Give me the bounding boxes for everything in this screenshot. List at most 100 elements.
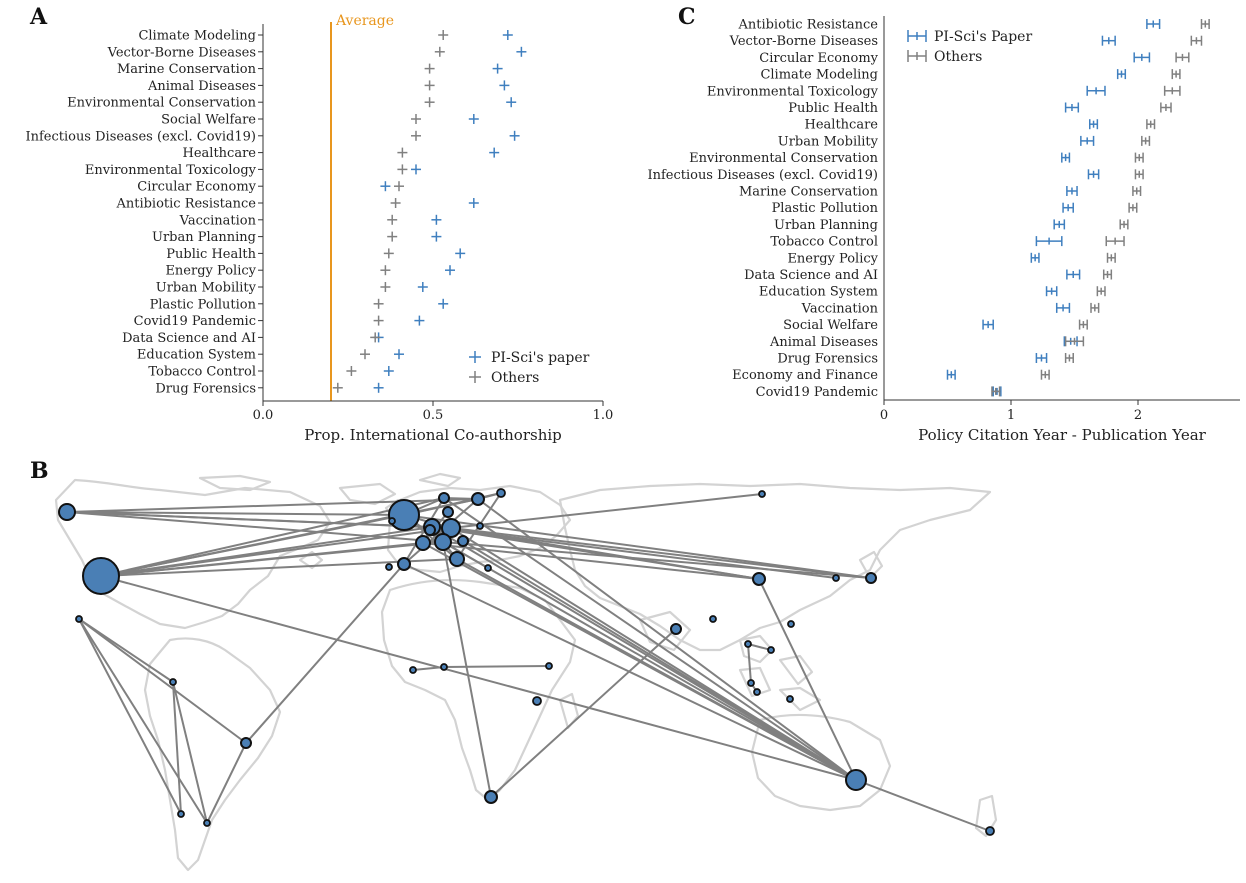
panel-a-legend: PI-Sci's paper Others: [469, 350, 590, 386]
panel-c-category-animal-diseases: Animal Diseases: [769, 335, 878, 350]
institution-node: [385, 563, 393, 571]
panel-a-marker-others-covid19-pandemic: [373, 315, 384, 326]
institution-node: [744, 640, 752, 648]
panel-a-category-energy-policy: Energy Policy: [165, 264, 256, 279]
panel-a-marker-others-urban-mobility: [380, 282, 391, 292]
panel-c-category-public-health: Public Health: [788, 101, 878, 116]
collaboration-nodes: [58, 488, 995, 836]
panel-c-errorbar-pisci-marine-conservation: [1066, 186, 1078, 196]
panel-a-marker-pisci-tobacco-control: [383, 366, 394, 376]
panel-a-marker-pisci-antibiotic-resistance: [468, 198, 479, 208]
panel-a-marker-pisci-healthcare: [489, 147, 500, 158]
panel-c-errorbar-pisci-vaccination: [1055, 302, 1071, 313]
panel-c-errorbar-others-antibiotic-resistance: [1200, 19, 1210, 29]
panel-a-marker-pisci-climate-modeling: [502, 30, 513, 40]
legend-marker-pisci: [469, 351, 481, 363]
collaboration-edge: [100, 527, 452, 577]
panel-a-marker-pisci-vector-borne-diseases: [516, 46, 527, 57]
panel-c-category-urban-mobility: Urban Mobility: [778, 134, 879, 149]
panel-c-errorbar-pisci-environmental-toxicology: [1086, 85, 1106, 96]
institution-node: [449, 551, 465, 567]
institution-node: [484, 564, 492, 572]
panel-a-marker-pisci-drug-forensics: [373, 382, 384, 393]
panel-a-marker-pisci-urban-planning: [431, 231, 442, 242]
panel-c-category-antibiotic-resistance: Antibiotic Resistance: [737, 18, 878, 33]
institution-node: [58, 503, 76, 521]
panel-c-xtick-label: 1: [1007, 408, 1015, 423]
panel-c-errorbar-others-animal-diseases: [1064, 336, 1085, 347]
institution-node: [786, 695, 794, 703]
panel-a-x-axis-title: Prop. International Co-authorship: [304, 426, 562, 444]
legend-label-pisci: PI-Sci's paper: [491, 350, 590, 366]
panel-a-marker-pisci-urban-mobility: [417, 282, 428, 292]
panel-c-errorbar-pisci-circular-economy: [1133, 52, 1151, 63]
panel-a-marker-others-plastic-pollution: [373, 298, 384, 309]
legend-marker-others: [469, 371, 481, 383]
collaboration-edge: [78, 618, 208, 824]
panel-c-errorbar-pisci-infectious-diseases-excl-covid19: [1087, 169, 1100, 180]
panel-a-marker-others-circular-economy: [394, 181, 404, 192]
panel-c-category-plastic-pollution: Plastic Pollution: [772, 201, 879, 216]
panel-c-category-drug-forensics: Drug Forensics: [777, 352, 878, 367]
collaboration-edge: [403, 498, 479, 565]
panel-c-category-tobacco-control: Tobacco Control: [770, 235, 878, 250]
institution-node: [753, 688, 761, 696]
collaboration-edge: [747, 643, 772, 651]
panel-a-marker-others-antibiotic-resistance: [390, 198, 401, 208]
panel-a-xtick-label: 0.0: [253, 408, 274, 423]
world-map-outline: [54, 472, 998, 872]
panel-c-errorbar-pisci-public-health: [1064, 102, 1080, 113]
panel-c-category-circular-economy: Circular Economy: [759, 51, 878, 66]
institution-node: [709, 615, 717, 623]
panel-a-category-covid19-pandemic: Covid19 Pandemic: [134, 314, 256, 329]
panel-a-marker-pisci-marine-conservation: [492, 63, 503, 74]
institution-node: [985, 826, 995, 836]
institution-node: [397, 557, 411, 571]
panel-c-errorbar-others-marine-conservation: [1132, 186, 1142, 196]
panel-c-errorbar-others-vector-borne-diseases: [1190, 35, 1203, 46]
panel-c-errorbar-pisci-education-system: [1045, 286, 1058, 297]
collaboration-edge: [442, 541, 492, 798]
panel-a-marker-others-energy-policy: [380, 265, 391, 276]
collaboration-edge: [758, 578, 857, 781]
panel-c-errorbar-pisci-economy-and-finance: [946, 369, 956, 380]
panel-a-marker-pisci-social-welfare: [468, 114, 479, 124]
panel-a-label: A: [29, 4, 48, 30]
panel-c-category-vaccination: Vaccination: [801, 301, 879, 316]
panel-c-category-urban-planning: Urban Planning: [774, 218, 878, 233]
collaboration-edge: [490, 628, 677, 798]
collaboration-edge: [450, 527, 872, 579]
institution-node: [832, 574, 840, 582]
panel-c-errorbar-pisci-urban-planning: [1053, 219, 1066, 230]
legend-label-pisci-paper: PI-Sci's Paper: [934, 29, 1032, 45]
panel-a-marker-pisci-circular-economy: [380, 181, 391, 192]
legend-label-others: Others: [491, 370, 539, 386]
panel-c-category-education-system: Education System: [759, 285, 878, 300]
panel-a-marker-pisci-vaccination: [431, 214, 442, 225]
institution-node: [240, 737, 252, 749]
panel-a-marker-others-education-system: [360, 349, 370, 360]
panel-a-category-environmental-toxicology: Environmental Toxicology: [85, 163, 257, 178]
institution-node: [484, 790, 498, 804]
collaboration-edge: [747, 643, 752, 684]
panel-a-marker-others-environmental-conservation: [424, 97, 435, 108]
panel-c-label: C: [678, 4, 696, 30]
panel-c-errorbar-others-urban-planning: [1119, 219, 1129, 230]
panel-c-errorbar-others-vaccination: [1090, 302, 1100, 313]
institution-node: [457, 535, 469, 547]
panel-a-category-marine-conservation: Marine Conservation: [117, 62, 257, 77]
legend-errorbar-others: [907, 50, 927, 62]
institution-node: [415, 535, 431, 551]
panel-c-errorbar-others-energy-policy: [1106, 252, 1116, 263]
panel-a-category-urban-mobility: Urban Mobility: [156, 281, 257, 296]
panel-a-marker-pisci-environmental-conservation: [506, 97, 517, 108]
panel-c-errorbar-pisci-energy-policy: [1030, 252, 1040, 263]
panel-c-x-axis-title: Policy Citation Year - Publication Year: [918, 426, 1206, 444]
panel-a-marker-pisci-infectious-diseases-excl-covid19: [509, 130, 520, 141]
collaboration-edge: [100, 497, 445, 577]
collaboration-edge: [443, 665, 550, 668]
institution-node: [752, 572, 766, 586]
institution-node: [177, 810, 185, 818]
collaboration-edge: [477, 498, 857, 781]
